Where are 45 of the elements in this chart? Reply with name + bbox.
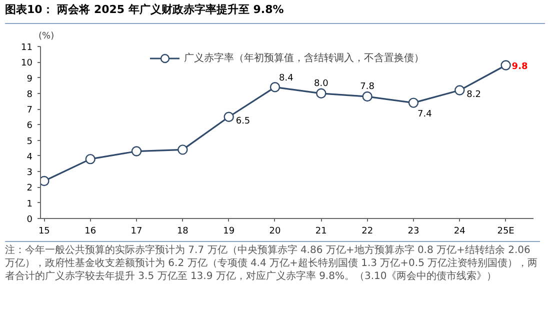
x-tick-label: 20 <box>269 226 281 236</box>
point <box>500 60 511 70</box>
point <box>40 176 50 186</box>
y-tick-label: 6 <box>26 121 33 132</box>
point <box>85 154 96 164</box>
x-tick-label: 19 <box>223 226 235 236</box>
x-tick-label: 23 <box>408 226 420 236</box>
y-tick-label: 11 <box>21 43 32 53</box>
x-tick-label: 15 <box>38 226 50 236</box>
point <box>362 91 372 102</box>
data-label: 8.4 <box>279 74 294 84</box>
x-tick-label: 21 <box>315 226 327 236</box>
legend-label: 广义赤字率（年初预算值，含结转调入，不含置换债） <box>184 52 424 65</box>
data-label: 9.8 <box>512 62 528 72</box>
data-label: 6.5 <box>236 116 250 126</box>
point <box>224 112 234 122</box>
data-label: 7.4 <box>417 109 432 120</box>
data-label: 7.8 <box>360 82 375 92</box>
y-tick-label: 4 <box>26 152 33 162</box>
y-tick-label: 7 <box>26 106 33 116</box>
y-tick-label: 10 <box>21 58 33 69</box>
point <box>316 88 326 98</box>
x-tick-label: 25E <box>497 226 515 236</box>
y-tick-label: 0 <box>26 215 33 225</box>
x-tick-label: 18 <box>176 226 189 236</box>
point <box>178 144 188 155</box>
y-tick-label: 8 <box>26 90 33 100</box>
y-tick-label: 2 <box>26 184 33 194</box>
point <box>454 85 465 96</box>
x-tick-label: 22 <box>362 226 374 236</box>
y-axis-title: (%) <box>38 32 54 42</box>
text: 注：今年一般公共预算的实际赤字预计为 7.7 万亿（中央预算赤字 4.86 万亿+地方预算赤字 0.8 万亿+结转结余 2.06 万亿），政府性基金收支差额预计为 6.2 万亿（专项债 4.4 万亿+超长特别国债 1.3 万亿+0.5 万亿注资特别国债），两者合计的广义赤字较去年提升 3.5 万亿至 13.9 万亿，对应广义赤字率 9.8%。（3.10《两会中的债市线索》） <box>5 244 540 283</box>
y-tick-label: 1 <box>26 199 33 210</box>
x-tick-label: 24 <box>454 226 466 236</box>
point <box>270 82 280 92</box>
y-tick-label: 3 <box>26 168 33 178</box>
y-tick-label: 5 <box>26 136 33 147</box>
data-label: 8.0 <box>314 78 329 89</box>
point <box>131 146 142 156</box>
y-tick-label: 9 <box>26 74 33 84</box>
chart-title: 图表10： 两会将 2025 年广义财政赤字率提升至 9.8% <box>5 2 284 18</box>
x-tick-label: 16 <box>84 226 96 236</box>
point <box>408 98 419 108</box>
x-tick-label: 17 <box>130 226 142 236</box>
data-label: 8.2 <box>466 90 481 100</box>
